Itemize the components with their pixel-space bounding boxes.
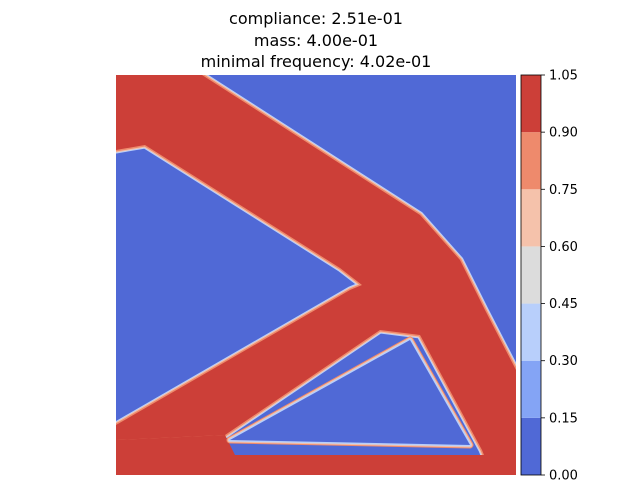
hole-void: [230, 340, 470, 445]
colorbar-band: [521, 246, 541, 304]
colorbar-tick-label: 0.45: [549, 297, 578, 312]
chart-title-line-3: minimal frequency: 4.02e-01: [200, 52, 432, 71]
colorbar-tick-label: 0.90: [549, 126, 578, 141]
colorbar-band: [521, 417, 541, 475]
colorbar-band: [521, 75, 541, 133]
colorbar-frame: [520, 74, 542, 476]
solid-member-bottom: [116, 435, 492, 475]
colorbar-band: [521, 132, 541, 190]
chart-title-line-2: mass: 4.00e-01: [253, 31, 379, 50]
colorbar-tick-label: 0.00: [549, 469, 578, 484]
colorbar-tick-label: 0.15: [549, 411, 578, 426]
solid-member-main: [116, 75, 516, 475]
colorbar-band: [521, 189, 541, 247]
colorbar-tick-label: 0.30: [549, 354, 578, 369]
colorbar-tick-label: 1.05: [549, 69, 578, 84]
colorbar-band: [521, 360, 541, 418]
colorbar-tick-label: 0.75: [549, 183, 578, 198]
colorbar-band: [521, 303, 541, 361]
colorbar: 0.00 0.15 0.30 0.45 0.60 0.75 0.90 1.05: [520, 69, 578, 484]
chart-title-line-1: compliance: 2.51e-01: [229, 9, 403, 28]
colorbar-tick-label: 0.60: [549, 240, 578, 255]
density-field: [116, 75, 516, 475]
solid-structure: [116, 75, 516, 475]
